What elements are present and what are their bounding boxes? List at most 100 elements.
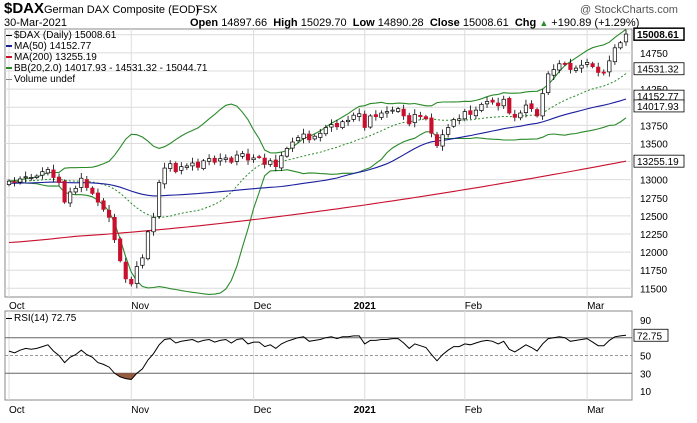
price-tag-box xyxy=(633,27,685,41)
rsi-oversold-fill xyxy=(114,373,137,380)
candle-body xyxy=(373,114,378,117)
candle-body xyxy=(112,216,117,241)
candle-body xyxy=(62,180,67,203)
legend-ma50: MA(50) 14152.77 xyxy=(6,41,207,52)
price-tag-box xyxy=(633,62,685,76)
legend: $DAX (Daily) 15008.61 MA(50) 14152.77 MA… xyxy=(6,30,207,85)
price-y-tick-label: 11500 xyxy=(640,284,668,295)
candle-body xyxy=(434,134,440,146)
candle-body xyxy=(440,134,445,147)
candle-body xyxy=(229,157,234,163)
candle-body xyxy=(451,119,456,127)
chg-value: +190.89 (+1.29%) xyxy=(551,17,640,29)
candle-body xyxy=(56,176,62,183)
candle-body xyxy=(268,160,273,165)
candle-body xyxy=(101,200,106,210)
rsi-x-tick-label: Dec xyxy=(254,405,272,416)
candle-body xyxy=(240,153,245,157)
candle-body xyxy=(79,177,84,188)
candle-body xyxy=(118,238,123,262)
candle-body xyxy=(546,73,551,93)
candle-body xyxy=(207,158,212,162)
candle-body xyxy=(40,171,45,176)
price-x-tick-label: Mar xyxy=(587,301,605,312)
exchange: FSX xyxy=(196,4,218,16)
candle-body xyxy=(529,103,534,110)
candle-body xyxy=(407,115,412,125)
candle-body xyxy=(501,98,506,107)
price-y-tick-label: 13000 xyxy=(640,176,668,187)
price-tag-label: 14152.77 xyxy=(637,92,679,103)
candle-body xyxy=(129,278,134,285)
candle-body xyxy=(601,71,606,74)
close-label: Close xyxy=(429,17,460,29)
candle-body xyxy=(401,108,406,117)
candle-body xyxy=(223,157,228,160)
candle-body xyxy=(134,266,139,284)
price-tag-label: 15008.61 xyxy=(637,30,679,41)
candle-body xyxy=(140,257,145,266)
candle-body xyxy=(496,102,501,107)
candle-body xyxy=(573,67,579,71)
rsi-x-tick-label: 2021 xyxy=(354,405,377,416)
candle-body xyxy=(273,159,278,167)
high-value: 15029.70 xyxy=(300,17,347,29)
candle-body xyxy=(234,154,239,162)
price-x-tick-label: Nov xyxy=(131,301,149,312)
quote-date: 30-Mar-2021 xyxy=(4,17,67,29)
chg-label: Chg xyxy=(514,17,537,29)
price-y-tick-label: 12750 xyxy=(640,194,668,205)
rsi-x-tick-label: Mar xyxy=(587,405,605,416)
candle-body xyxy=(379,112,384,118)
candle-body xyxy=(540,93,545,117)
candle-body xyxy=(168,163,173,169)
candle-body xyxy=(345,119,351,123)
candle-body xyxy=(446,127,451,135)
candle-body xyxy=(201,160,206,169)
candle-body xyxy=(290,141,295,149)
candle-body xyxy=(523,104,529,113)
candle-body xyxy=(307,133,312,141)
candle-body xyxy=(384,111,390,114)
price-y-tick-label: 12000 xyxy=(640,248,668,259)
open-value: 14897.66 xyxy=(221,17,268,29)
ma200-line xyxy=(8,160,627,244)
legend-bb: BB(20,2.0) 14017.93 - 14531.32 - 15044.7… xyxy=(6,63,207,74)
candle-body xyxy=(596,66,601,73)
candle-body xyxy=(362,113,367,128)
candle-body xyxy=(473,109,478,117)
price-x-tick-label: Feb xyxy=(465,301,483,312)
candle-body xyxy=(329,124,334,128)
index-name: German DAX Composite (EOD) xyxy=(44,4,200,16)
candle-body xyxy=(18,178,23,183)
candle-body xyxy=(390,109,395,112)
bb-upper-line xyxy=(8,29,627,182)
candle-body xyxy=(145,231,151,260)
candle-body xyxy=(340,121,345,129)
candle-body xyxy=(585,61,590,65)
rsi-legend: RSI(14) 72.75 xyxy=(6,313,76,324)
price-x-tick-label: 2021 xyxy=(354,301,377,312)
legend-price: $DAX (Daily) 15008.61 xyxy=(6,30,207,41)
candle-body xyxy=(123,261,128,280)
candle-body xyxy=(534,109,540,117)
rsi-last-tag-label: 72.75 xyxy=(637,331,662,342)
candle-body xyxy=(245,153,251,161)
candle-body xyxy=(423,116,428,120)
price-tag-box xyxy=(633,154,685,168)
rsi-y-tick-label: 30 xyxy=(640,369,652,380)
price-tag-label: 14531.32 xyxy=(637,65,679,76)
candle-body xyxy=(212,157,217,163)
candle-body xyxy=(23,176,28,179)
candle-body xyxy=(173,162,178,173)
candle-body xyxy=(279,155,284,169)
rsi-x-tick-label: Oct xyxy=(9,405,25,416)
rsi-x-tick-label: Nov xyxy=(131,405,149,416)
candle-body xyxy=(518,112,523,119)
candle-body xyxy=(623,33,629,43)
price-tag-label: 14017.93 xyxy=(637,102,679,113)
low-value: 14890.28 xyxy=(377,17,424,29)
candle-body xyxy=(412,114,417,123)
candle-body xyxy=(157,182,162,217)
watermark: @ StockCharts.com xyxy=(580,4,678,16)
